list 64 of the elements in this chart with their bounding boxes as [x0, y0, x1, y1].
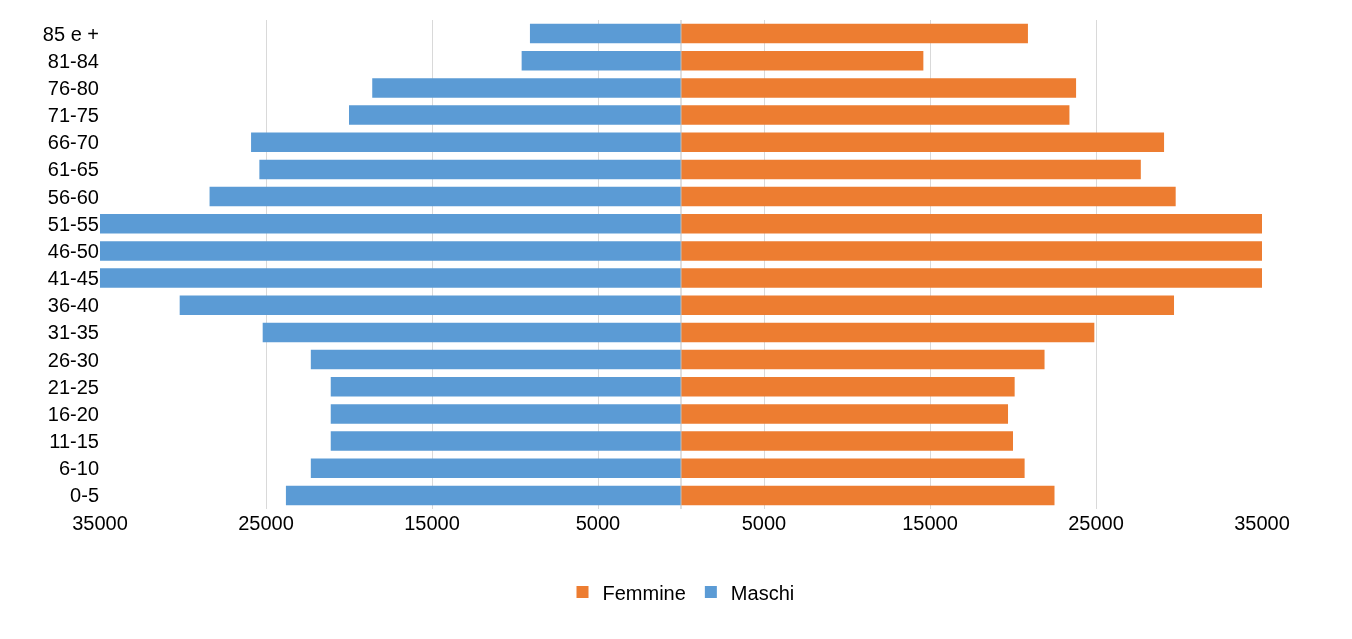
y-tick-label: 76-80 — [47, 76, 99, 99]
bar — [681, 23, 1028, 44]
bar — [681, 458, 1025, 479]
bar — [251, 132, 681, 153]
y-tick-label: 0-5 — [70, 484, 99, 507]
x-tick-label: 15000 — [404, 512, 460, 534]
bar — [285, 485, 681, 506]
x-tick-label: 25000 — [238, 512, 294, 534]
bar — [681, 105, 1070, 125]
bar — [179, 295, 681, 316]
bar — [372, 78, 681, 98]
y-tick-label: 85 e + — [42, 22, 99, 45]
x-tick-label: 5000 — [741, 512, 787, 534]
bar — [681, 431, 1013, 451]
bar — [262, 322, 681, 343]
x-tick-label: 25000 — [1068, 512, 1124, 534]
y-tick-label: 36-40 — [47, 294, 99, 317]
x-tick-label: 35000 — [1234, 512, 1290, 534]
y-tick-label: 11-15 — [49, 430, 99, 453]
y-tick-label: 56-60 — [47, 185, 99, 208]
bar — [349, 105, 681, 125]
y-tick-label: 71-75 — [47, 104, 99, 127]
bar — [681, 349, 1045, 370]
y-tick-label: 81-84 — [47, 49, 99, 72]
bar — [681, 295, 1175, 316]
bar — [330, 404, 681, 424]
bar — [681, 241, 1262, 261]
bar — [681, 322, 1095, 343]
bar — [100, 241, 681, 261]
x-tick-label: 5000 — [575, 512, 621, 534]
bar — [681, 159, 1141, 180]
y-tick-label: 46-50 — [47, 239, 99, 262]
y-tick-label: 41-45 — [47, 267, 99, 290]
bar — [681, 213, 1262, 234]
bar — [681, 404, 1009, 424]
y-tick-label: 26-30 — [47, 348, 99, 371]
bar — [529, 23, 681, 44]
bar — [521, 50, 681, 71]
bar — [100, 268, 681, 288]
y-tick-label: 21-25 — [47, 375, 99, 398]
y-tick-label: 51-55 — [47, 212, 99, 235]
y-tick-label: 31-35 — [47, 321, 99, 344]
y-tick-label: 16-20 — [47, 402, 99, 425]
bar — [681, 78, 1077, 98]
bar — [681, 376, 1015, 397]
y-tick-label: 66-70 — [47, 131, 99, 154]
bar — [681, 268, 1262, 288]
legend-label: Maschi — [730, 581, 795, 604]
y-tick-label: 6-10 — [58, 457, 99, 480]
bar — [681, 50, 924, 71]
bar — [681, 186, 1176, 207]
y-tick-label: 61-65 — [47, 158, 99, 181]
bar — [310, 458, 681, 479]
bar — [209, 186, 681, 207]
bar — [330, 431, 681, 451]
bar — [310, 349, 681, 370]
bar — [681, 132, 1165, 153]
x-tick-label: 15000 — [902, 512, 958, 534]
bar — [259, 159, 681, 180]
bar — [100, 213, 681, 234]
legend-label: Femmine — [602, 581, 686, 604]
bar — [681, 485, 1055, 506]
x-tick-label: 35000 — [72, 512, 128, 534]
bar — [330, 376, 681, 397]
